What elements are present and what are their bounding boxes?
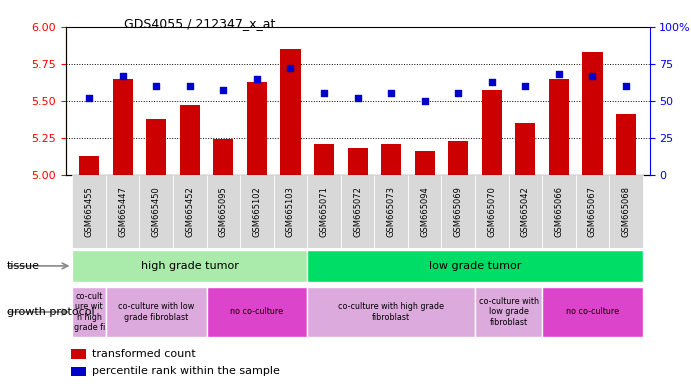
- Bar: [71, 349, 86, 359]
- Bar: [616, 114, 636, 175]
- Bar: [140, 175, 173, 248]
- Point: [319, 90, 330, 96]
- Text: transformed count: transformed count: [92, 349, 196, 359]
- Bar: [207, 175, 240, 248]
- Bar: [146, 119, 167, 175]
- Text: co-culture with high grade
fibroblast: co-culture with high grade fibroblast: [338, 302, 444, 322]
- Bar: [475, 175, 509, 248]
- Bar: [113, 79, 133, 175]
- Bar: [509, 175, 542, 248]
- Bar: [106, 175, 140, 248]
- Bar: [214, 139, 234, 175]
- Point: [184, 83, 196, 89]
- Text: GSM665455: GSM665455: [84, 186, 94, 237]
- Bar: [482, 91, 502, 175]
- Point: [486, 78, 498, 84]
- Point: [117, 73, 129, 79]
- Bar: [415, 151, 435, 175]
- Bar: [106, 287, 207, 337]
- Bar: [274, 175, 307, 248]
- Bar: [375, 175, 408, 248]
- Bar: [475, 287, 542, 337]
- Bar: [73, 250, 307, 282]
- Text: GSM665042: GSM665042: [521, 186, 530, 237]
- Bar: [240, 175, 274, 248]
- Point: [252, 76, 263, 82]
- Bar: [408, 175, 442, 248]
- Bar: [549, 79, 569, 175]
- Bar: [314, 144, 334, 175]
- Bar: [307, 175, 341, 248]
- Text: GSM665103: GSM665103: [286, 186, 295, 237]
- Text: co-culture with
low grade
fibroblast: co-culture with low grade fibroblast: [479, 297, 538, 327]
- Bar: [307, 250, 643, 282]
- Text: high grade tumor: high grade tumor: [141, 261, 239, 271]
- Bar: [173, 175, 207, 248]
- Bar: [542, 287, 643, 337]
- Bar: [73, 287, 106, 337]
- Point: [520, 83, 531, 89]
- Text: percentile rank within the sample: percentile rank within the sample: [92, 366, 280, 376]
- Bar: [71, 367, 86, 376]
- Text: GSM665095: GSM665095: [219, 186, 228, 237]
- Text: GSM665067: GSM665067: [588, 186, 597, 237]
- Text: GSM665452: GSM665452: [185, 186, 194, 237]
- Bar: [73, 175, 106, 248]
- Text: GSM665072: GSM665072: [353, 186, 362, 237]
- Text: GSM665073: GSM665073: [387, 186, 396, 237]
- Bar: [448, 141, 468, 175]
- Bar: [307, 287, 475, 337]
- Bar: [180, 105, 200, 175]
- Point: [84, 95, 95, 101]
- Bar: [281, 49, 301, 175]
- Text: GSM665094: GSM665094: [420, 186, 429, 237]
- Text: co-culture with low
grade fibroblast: co-culture with low grade fibroblast: [118, 302, 194, 322]
- Bar: [341, 175, 375, 248]
- Bar: [381, 144, 401, 175]
- Point: [453, 90, 464, 96]
- Text: GSM665447: GSM665447: [118, 186, 127, 237]
- Text: GSM665066: GSM665066: [554, 186, 563, 237]
- Text: low grade tumor: low grade tumor: [429, 261, 521, 271]
- Text: co-cult
ure wit
h high
grade fi: co-cult ure wit h high grade fi: [73, 292, 105, 332]
- Point: [553, 71, 565, 77]
- Point: [621, 83, 632, 89]
- Point: [386, 90, 397, 96]
- Text: no co-culture: no co-culture: [566, 308, 619, 316]
- Bar: [442, 175, 475, 248]
- Text: growth protocol: growth protocol: [7, 307, 95, 317]
- Point: [285, 65, 296, 71]
- Text: no co-culture: no co-culture: [230, 308, 283, 316]
- Text: GSM665071: GSM665071: [319, 186, 328, 237]
- Bar: [583, 52, 603, 175]
- Text: GDS4055 / 212347_x_at: GDS4055 / 212347_x_at: [124, 17, 276, 30]
- Text: GSM665102: GSM665102: [252, 186, 261, 237]
- Text: tissue: tissue: [7, 261, 40, 271]
- Bar: [348, 148, 368, 175]
- Bar: [207, 287, 307, 337]
- Text: GSM665069: GSM665069: [454, 186, 463, 237]
- Point: [587, 73, 598, 79]
- Bar: [247, 81, 267, 175]
- Text: GSM665068: GSM665068: [621, 186, 631, 237]
- Bar: [79, 156, 100, 175]
- Bar: [515, 123, 536, 175]
- Point: [218, 88, 229, 94]
- Point: [352, 95, 363, 101]
- Text: GSM665070: GSM665070: [487, 186, 496, 237]
- Text: GSM665450: GSM665450: [152, 186, 161, 237]
- Bar: [609, 175, 643, 248]
- Bar: [576, 175, 609, 248]
- Bar: [542, 175, 576, 248]
- Point: [151, 83, 162, 89]
- Point: [419, 98, 430, 104]
